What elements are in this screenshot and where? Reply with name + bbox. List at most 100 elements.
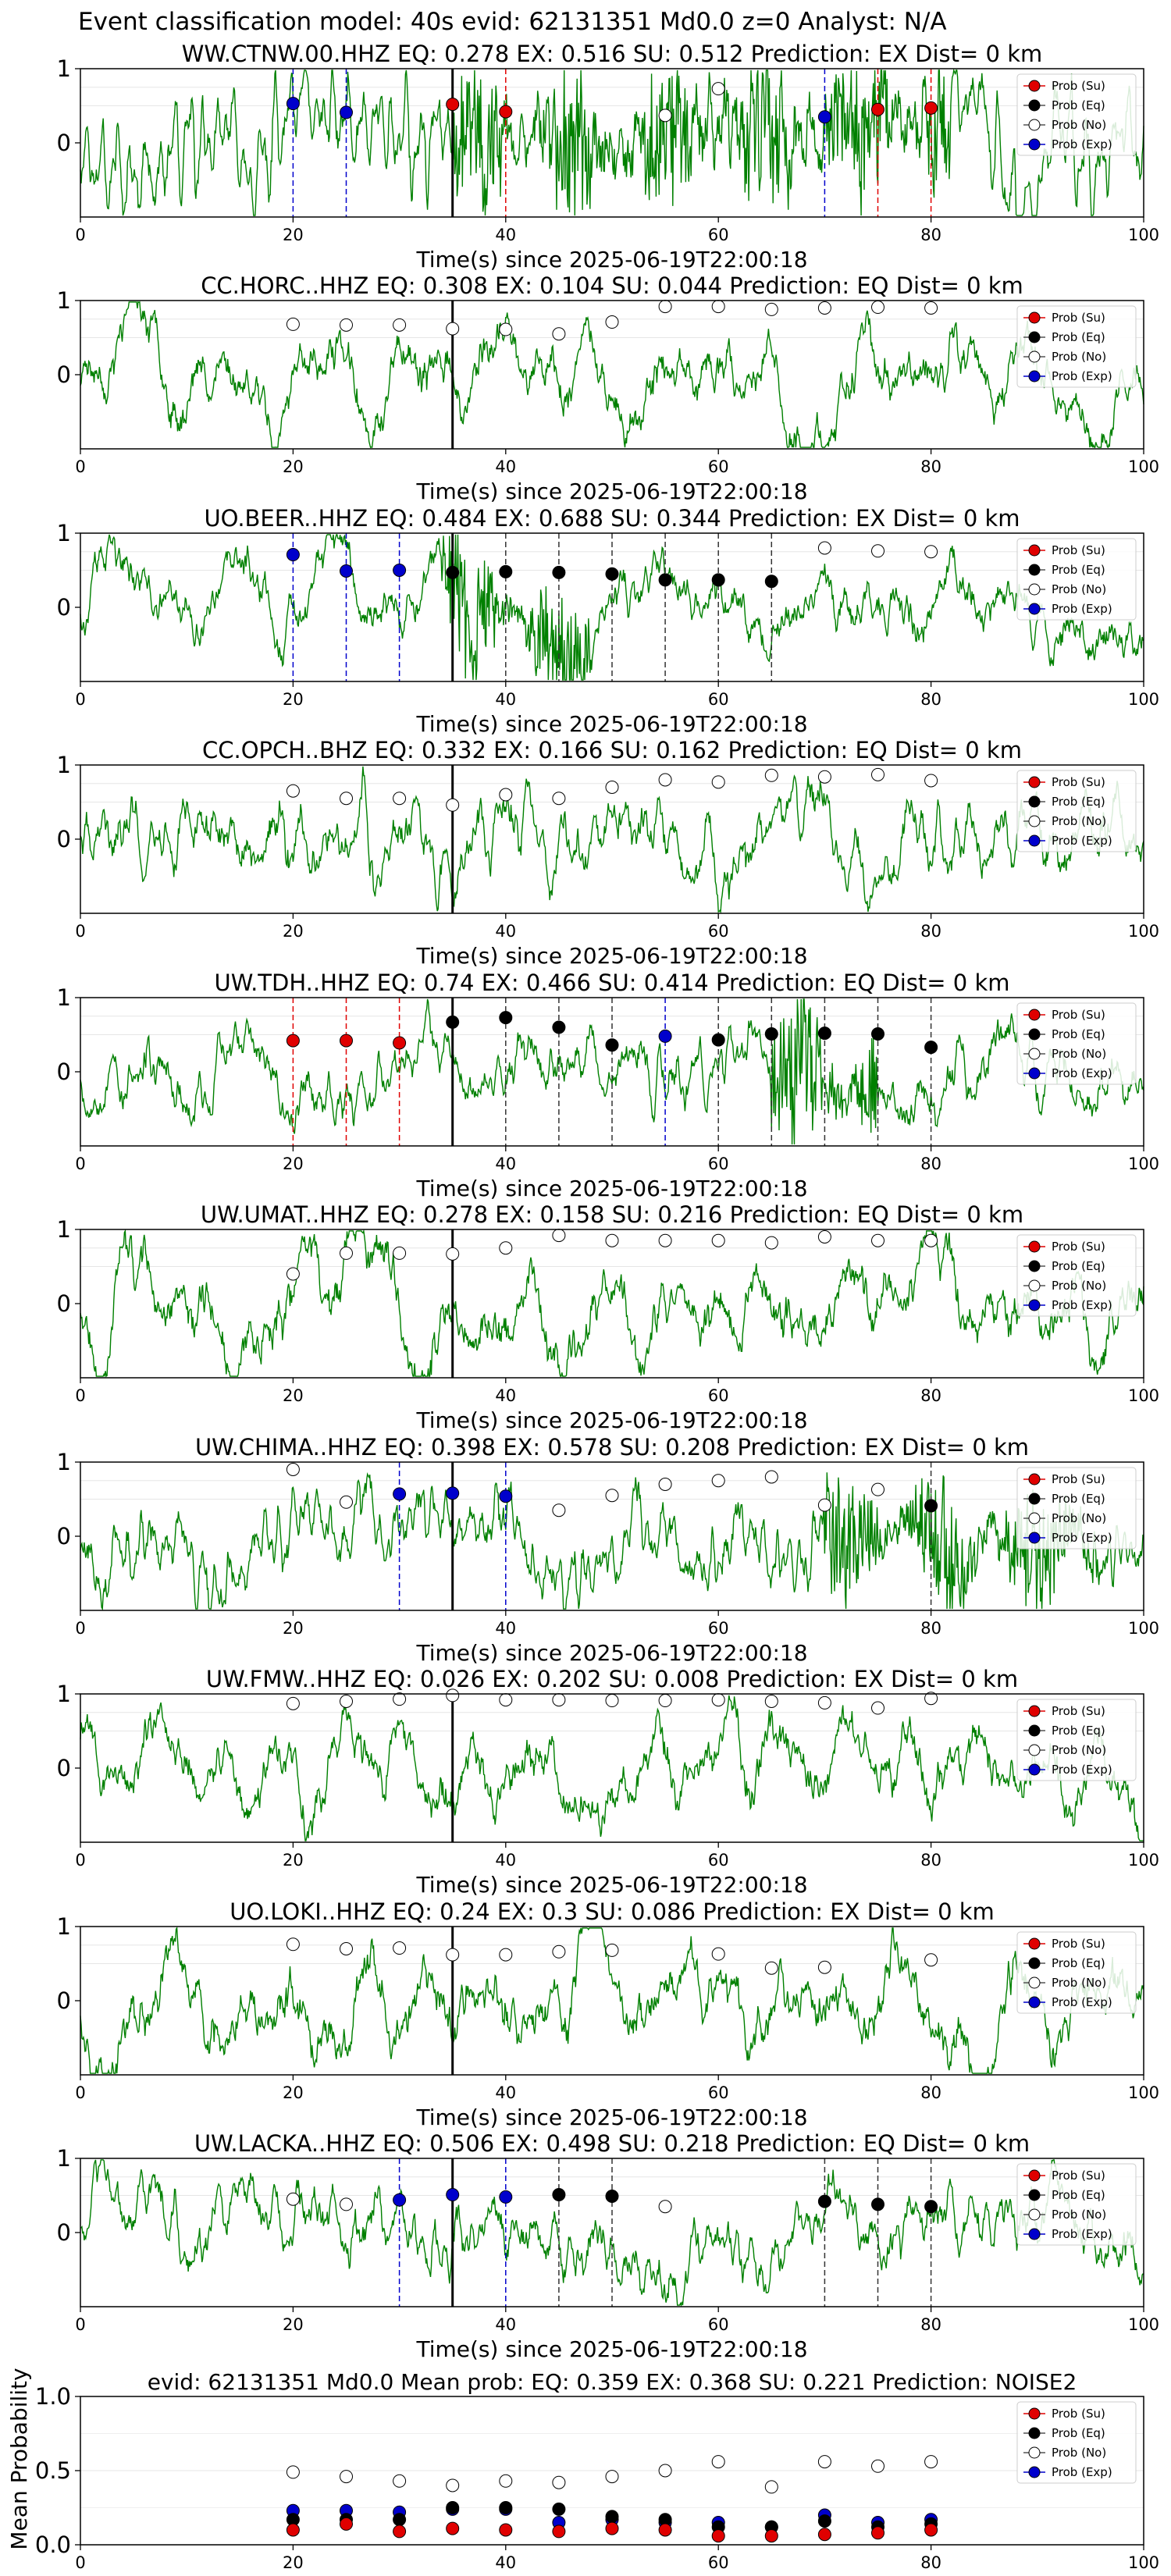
prob-marker-no xyxy=(393,1246,407,1260)
mean-marker-no xyxy=(605,2470,619,2484)
legend-label-su: Prob (Su) xyxy=(1052,311,1105,325)
x-tick-label: 100 xyxy=(1128,1619,1159,1638)
legend-label-eq: Prob (Eq) xyxy=(1052,1027,1105,1041)
prob-marker-no xyxy=(658,773,672,787)
legend-label-su: Prob (Su) xyxy=(1052,1008,1105,1022)
prob-marker-exp xyxy=(286,548,300,562)
mean-marker-su xyxy=(446,2521,460,2535)
prob-marker-no xyxy=(393,1941,407,1955)
prob-marker-no xyxy=(711,775,725,789)
prob-marker-no xyxy=(924,1233,938,1247)
prob-marker-no xyxy=(446,1948,460,1962)
legend-marker-su xyxy=(1028,1240,1041,1253)
prob-marker-exp xyxy=(446,1486,460,1500)
prob-marker-no xyxy=(817,1230,831,1244)
mean-marker-su xyxy=(711,2529,725,2543)
prob-marker-no xyxy=(871,1701,884,1715)
prob-marker-su xyxy=(340,1034,353,1048)
prob-marker-no xyxy=(286,784,300,798)
mean-marker-no xyxy=(817,2455,831,2469)
seismic-waveform xyxy=(80,766,1144,914)
prob-marker-no xyxy=(499,322,513,336)
prob-marker-exp xyxy=(286,97,300,111)
y-tick-label: 0 xyxy=(57,1290,71,1317)
y-tick-label: 1 xyxy=(57,752,71,778)
legend-marker-no xyxy=(1028,1279,1041,1292)
seismic-waveform xyxy=(80,301,1144,449)
prob-marker-no xyxy=(817,1498,831,1512)
panel-title: UO.BEER..HHZ EQ: 0.484 EX: 0.688 SU: 0.3… xyxy=(204,505,1020,532)
mean-marker-su xyxy=(286,2523,300,2537)
axes-frame xyxy=(80,1229,1144,1379)
x-tick-label: 80 xyxy=(920,1386,941,1405)
legend-marker-eq xyxy=(1028,331,1041,343)
prob-marker-no xyxy=(764,1236,778,1250)
prob-marker-no xyxy=(393,792,407,806)
y-tick-label: 1 xyxy=(57,520,71,546)
legend-label-no: Prob (No) xyxy=(1052,814,1106,828)
prob-marker-exp xyxy=(393,564,407,577)
prob-marker-no xyxy=(924,545,938,559)
x-axis-label: Time(s) since 2025-06-19T22:00:18 xyxy=(415,247,807,272)
prob-marker-eq xyxy=(552,2188,566,2202)
legend-marker-eq xyxy=(1028,795,1041,808)
legend-label-su: Prob (Su) xyxy=(1052,1472,1105,1486)
mean-marker-su xyxy=(817,2528,831,2542)
legend-box xyxy=(1016,1234,1137,1317)
legend-marker-no xyxy=(1028,2208,1041,2221)
legend-label-no: Prob (No) xyxy=(1052,350,1106,364)
prob-marker-no xyxy=(340,1942,353,1955)
prob-marker-no xyxy=(552,1503,566,1517)
mean-marker-no xyxy=(499,2474,513,2488)
x-tick-label: 100 xyxy=(1128,2553,1159,2572)
prob-marker-no xyxy=(552,1693,566,1707)
legend-marker-exp xyxy=(1028,1996,1041,2008)
x-tick-label: 60 xyxy=(708,1851,729,1870)
prob-marker-no xyxy=(817,1960,831,1974)
prob-marker-no xyxy=(499,1948,513,1962)
legend-marker-su xyxy=(1028,544,1041,557)
mean-marker-no xyxy=(658,2464,672,2478)
prob-marker-no xyxy=(605,1233,619,1247)
prob-marker-no xyxy=(499,788,513,802)
x-tick-label: 80 xyxy=(920,690,941,709)
prob-marker-su xyxy=(499,105,513,119)
x-tick-label: 20 xyxy=(283,2083,304,2102)
legend-label-no: Prob (No) xyxy=(1052,2208,1106,2222)
x-tick-label: 60 xyxy=(708,690,729,709)
x-tick-label: 80 xyxy=(920,2553,941,2572)
legend-marker-exp xyxy=(1028,370,1041,382)
prob-marker-no xyxy=(711,1947,725,1961)
x-tick-label: 0 xyxy=(75,2553,85,2572)
x-tick-label: 60 xyxy=(708,922,729,941)
legend-marker-exp xyxy=(1028,1532,1041,1544)
legend-label-eq: Prob (Eq) xyxy=(1052,795,1105,809)
x-tick-label: 20 xyxy=(283,2553,304,2572)
x-axis-label: Time(s) since 2025-06-19T22:00:18 xyxy=(415,479,807,504)
y-tick-label: 0 xyxy=(57,1987,71,2014)
legend-marker-no xyxy=(1028,815,1041,827)
x-tick-label: 0 xyxy=(75,690,85,709)
mean-marker-no xyxy=(764,2480,778,2494)
y-tick-label: 0 xyxy=(57,2219,71,2246)
prob-marker-no xyxy=(552,1229,566,1243)
x-tick-label: 0 xyxy=(75,226,85,244)
prob-marker-no xyxy=(924,301,938,315)
x-tick-label: 40 xyxy=(495,1155,516,1173)
mean-marker-su xyxy=(924,2523,938,2537)
prob-marker-exp xyxy=(817,110,831,124)
x-axis-label: Time(s) since 2025-06-19T22:00:18 xyxy=(415,1176,807,1201)
prob-marker-no xyxy=(764,1695,778,1708)
x-tick-label: 20 xyxy=(283,226,304,244)
prob-marker-eq xyxy=(871,1027,884,1041)
axes-frame xyxy=(80,1693,1144,1843)
x-axis-label: Time(s) since 2025-06-19T22:00:18 xyxy=(415,711,807,737)
y-tick-label: 1.0 xyxy=(35,2383,71,2410)
prob-marker-no xyxy=(658,109,672,123)
legend-marker-eq xyxy=(1028,1493,1041,1505)
legend-label-su: Prob (Su) xyxy=(1052,2407,1105,2421)
prob-marker-exp xyxy=(499,2190,513,2204)
prob-marker-no xyxy=(817,1695,831,1710)
mean-marker-eq xyxy=(605,2510,619,2524)
mean-marker-no xyxy=(552,2475,566,2489)
